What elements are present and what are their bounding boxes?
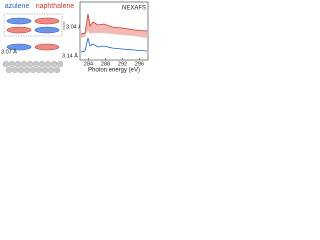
plot-title: NEXAFS: [122, 6, 146, 12]
naphthalene-label: naphthalene: [36, 3, 75, 10]
distance-label: 3.14 Å: [62, 52, 78, 59]
naphthalene-molecule: [34, 43, 60, 51]
distance-label: 3.07 Å: [1, 48, 17, 55]
azulene-molecule: [6, 43, 32, 51]
graphical-abstract: azulene naphthalene 3.04 Å 3.07 Å 3.14 Å…: [1, 1, 149, 74]
azulene-molecule: [34, 26, 60, 34]
naphthalene-molecule: [6, 26, 32, 34]
azulene-molecule: [6, 17, 32, 25]
x-tick-label: 296: [135, 61, 144, 67]
x-tick-label: 292: [118, 61, 127, 67]
substrate: [2, 60, 64, 74]
x-tick-label: 284: [84, 61, 93, 67]
bilayer-box: [3, 13, 63, 37]
distance-label: 3.04 Å: [66, 23, 82, 30]
difference-band: [81, 14, 147, 38]
spectrum-curve: [80, 13, 148, 35]
azulene-label: azulene: [5, 3, 30, 10]
naphthalene-molecule: [34, 17, 60, 25]
spectrum-curve: [80, 37, 148, 53]
x-tick-label: 288: [101, 61, 110, 67]
x-axis-label: Photon energy (eV): [88, 68, 140, 74]
